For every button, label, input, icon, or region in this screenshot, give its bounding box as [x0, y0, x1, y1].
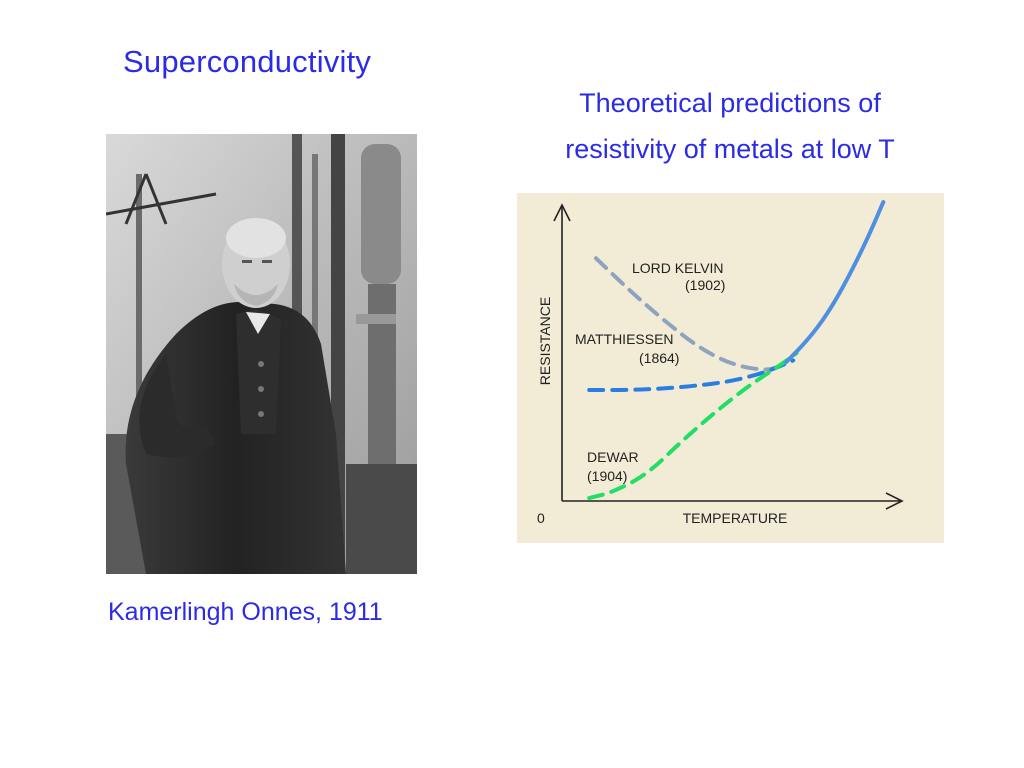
series-year-3: (1904) [587, 468, 627, 484]
y-axis-arrow [553, 203, 571, 222]
slide-title: Superconductivity [123, 44, 372, 79]
portrait-photo [106, 134, 417, 574]
series-year-1: (1902) [685, 277, 725, 293]
series-line-2 [587, 358, 796, 392]
series-label-1: LORD KELVIN [632, 260, 724, 276]
series-label-2: MATTHIESSEN [575, 331, 674, 347]
chart-heading-line-1: Theoretical predictions of [579, 88, 881, 118]
photo-caption: Kamerlingh Onnes, 1911 [108, 598, 383, 626]
chart-heading: Theoretical predictions of resistivity o… [520, 80, 940, 172]
series-line-3 [587, 351, 799, 501]
x-axis-arrow [885, 492, 904, 510]
resistance-chart: TEMPERATURE RESISTANCE 0 LORD KELVIN (1902) M… [517, 193, 944, 543]
portrait-photo-icon [106, 134, 417, 574]
x-axis-label: TEMPERATURE [683, 510, 788, 526]
series-label-3: DEWAR [587, 449, 639, 465]
resistance-chart-svg: TEMPERATURE RESISTANCE 0 LORD KELVIN(1902) M… [517, 193, 944, 543]
chart-background [517, 193, 944, 543]
series-line-1 [594, 256, 782, 372]
y-axis-label: RESISTANCE [537, 297, 553, 385]
series-line-4 [784, 200, 886, 364]
origin-label: 0 [537, 510, 545, 526]
chart-heading-line-2: resistivity of metals at low T [565, 134, 895, 164]
series-year-2: (1864) [639, 350, 679, 366]
